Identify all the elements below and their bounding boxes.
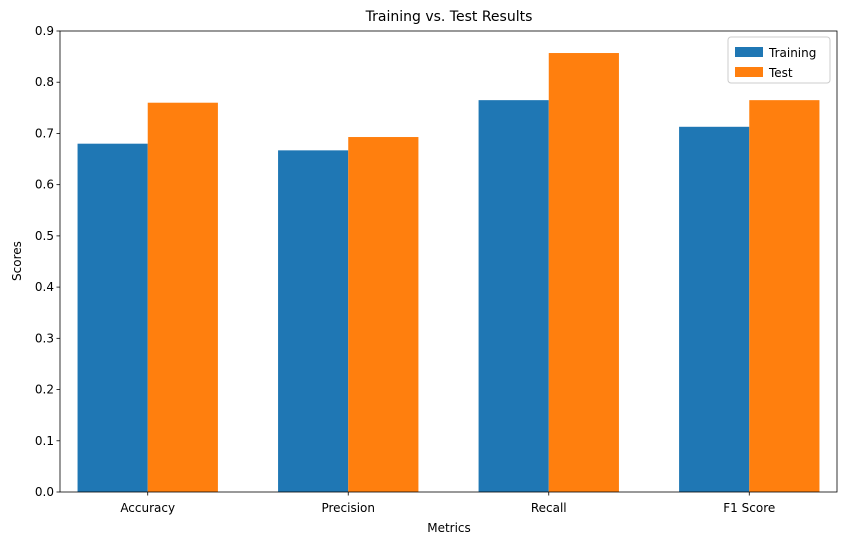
y-tick-label: 0.3 <box>35 331 54 345</box>
axes-layer <box>59 30 838 493</box>
legend-swatch-training <box>735 47 763 57</box>
y-tick-label: 0.1 <box>35 434 54 448</box>
y-tick-label: 0.0 <box>35 485 54 499</box>
y-tick-label: 0.5 <box>35 229 54 243</box>
bar-training-accuracy <box>77 143 148 492</box>
bar-test-precision <box>348 137 419 492</box>
y-tick-label: 0.6 <box>35 178 54 192</box>
ticks-layer: 0.0 0.1 0.2 0.3 0.4 0.5 0.6 0.7 0.8 0.9 Accuracy Pr… <box>35 24 775 515</box>
bar-test-recall <box>548 53 619 492</box>
x-tick-label: Precision <box>321 501 375 515</box>
bar-training-f1-score <box>679 126 750 492</box>
bars-layer <box>77 53 820 493</box>
legend-swatch-test <box>735 67 763 77</box>
legend-label-test: Test <box>768 66 793 80</box>
y-tick-label: 0.4 <box>35 280 54 294</box>
y-tick-label: 0.2 <box>35 383 54 397</box>
x-tick-label: Recall <box>531 501 567 515</box>
legend: Training Test <box>727 36 831 84</box>
y-tick-label: 0.7 <box>35 126 54 140</box>
bar-test-accuracy <box>147 102 218 493</box>
bar-training-recall <box>478 100 549 493</box>
y-tick-label: 0.8 <box>35 75 54 89</box>
y-tick-label: 0.9 <box>35 24 54 38</box>
x-tick-label: Accuracy <box>120 501 175 515</box>
y-axis-label: Scores <box>10 241 24 281</box>
bar-training-precision <box>278 150 349 492</box>
plot-frame <box>59 30 838 493</box>
bar-test-f1-score <box>749 100 820 493</box>
chart-title: Training vs. Test Results <box>365 9 533 25</box>
x-axis-label: Metrics <box>427 521 471 535</box>
legend-label-training: Training <box>768 46 816 60</box>
x-tick-label: F1 Score <box>723 501 775 515</box>
